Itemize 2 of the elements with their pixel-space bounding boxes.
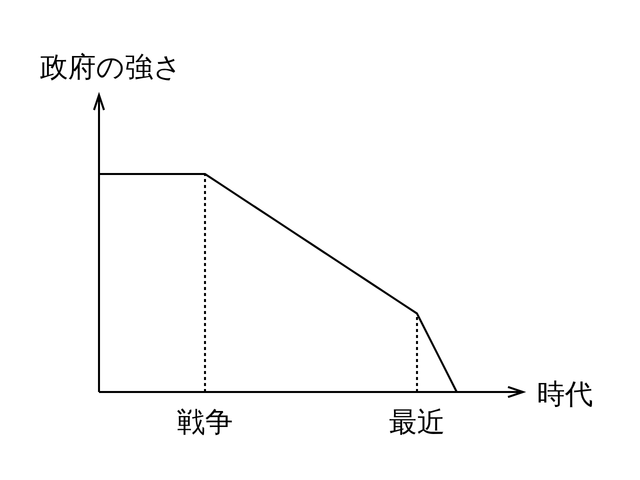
x-axis-title: 時代 bbox=[537, 378, 593, 410]
y-axis-title: 政府の強さ bbox=[40, 50, 182, 84]
